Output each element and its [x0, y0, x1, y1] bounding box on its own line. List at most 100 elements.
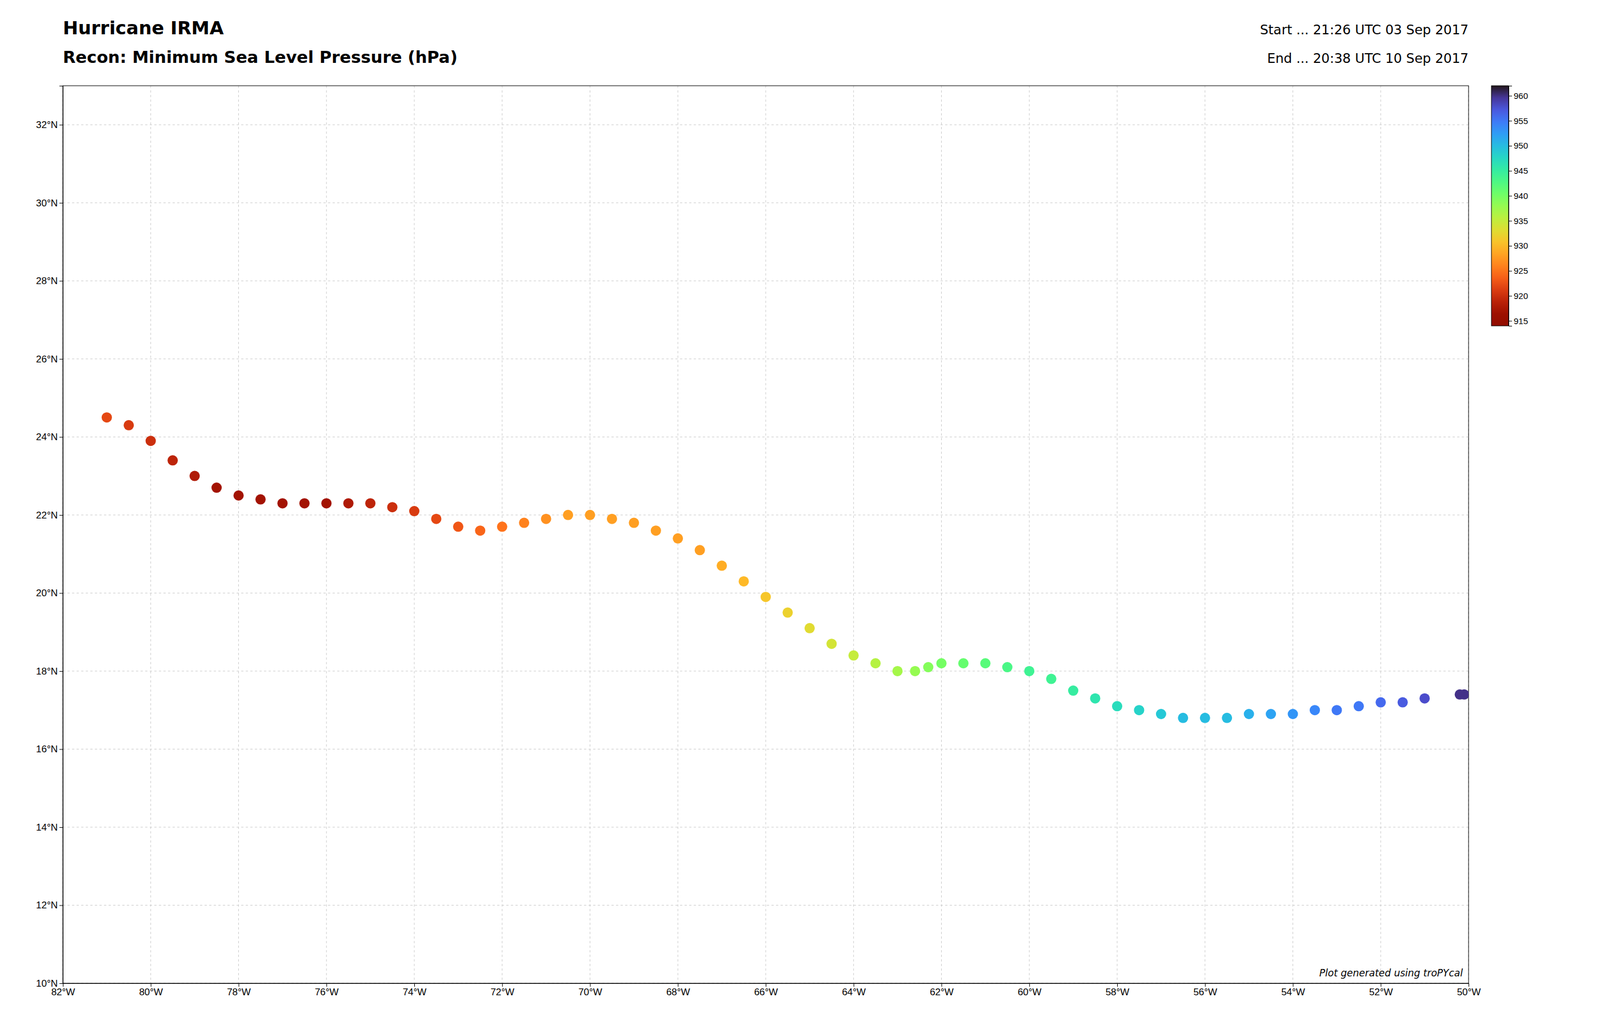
plot-area: 82°W80°W78°W76°W74°W72°W70°W68°W66°W64°W…: [36, 85, 1481, 998]
tick-mark: [1508, 96, 1512, 97]
tick: 945: [1508, 165, 1528, 176]
title: Hurricane IRMA: [62, 17, 224, 39]
track-point: [1046, 673, 1057, 684]
track-point: [562, 509, 574, 520]
tick: 32°N: [36, 119, 63, 131]
track-point: [365, 497, 376, 508]
track-point: [1454, 689, 1466, 700]
tick: 54°W: [1281, 982, 1306, 998]
chart: 82°W80°W78°W76°W74°W72°W70°W68°W66°W64°W…: [0, 0, 1600, 1029]
tick-label: 955: [1513, 116, 1528, 126]
tick-label: 32°N: [36, 119, 58, 131]
tick: 920: [1508, 290, 1528, 301]
grid: [62, 85, 1469, 983]
track-point: [892, 665, 903, 676]
tick-mark: [59, 124, 63, 126]
track-points: [101, 412, 1469, 723]
tick: 28°N: [36, 275, 63, 287]
tick-label: 60°W: [1017, 986, 1042, 998]
grid-line-x: [501, 85, 503, 983]
tick: 18°N: [36, 665, 63, 677]
tick-label: 945: [1513, 165, 1528, 176]
track-point: [1090, 693, 1101, 704]
track-point: [299, 497, 310, 508]
tick-mark: [59, 982, 63, 984]
track-point: [1177, 712, 1188, 723]
track-point: [848, 650, 859, 661]
tick: 16°N: [36, 743, 63, 755]
y-axis: 10°N12°N14°N16°N18°N20°N22°N24°N26°N28°N…: [36, 86, 63, 989]
tick: 30°N: [36, 197, 63, 209]
track-point: [936, 657, 947, 668]
track-point: [1353, 700, 1364, 711]
tick-mark: [59, 826, 63, 828]
track-point: [343, 497, 354, 508]
track-point: [1200, 712, 1211, 723]
track-point: [167, 454, 178, 466]
x-axis: 82°W80°W78°W76°W74°W72°W70°W68°W66°W64°W…: [51, 982, 1482, 998]
track-point: [980, 657, 991, 668]
tick-mark: [1508, 220, 1512, 222]
grid-line-x: [589, 85, 591, 983]
tick-label: 24°N: [36, 431, 58, 443]
grid-line-y: [62, 358, 1469, 359]
track-point: [585, 509, 596, 520]
track-point: [606, 513, 618, 524]
track-point: [1244, 708, 1255, 719]
track-point: [1068, 685, 1079, 696]
track-point: [804, 622, 815, 634]
tick-label: 58°W: [1105, 986, 1130, 998]
tick-label: 30°N: [36, 197, 58, 209]
colorbar-ramp: [1491, 85, 1509, 326]
tick: 68°W: [666, 982, 691, 998]
track-point: [101, 412, 112, 423]
grid-line-y: [62, 202, 1469, 203]
track-point: [1331, 704, 1342, 715]
tick-label: 28°N: [36, 275, 58, 287]
track-point: [909, 665, 920, 676]
track-point: [958, 657, 969, 668]
track-point: [474, 525, 486, 536]
tick: 70°W: [578, 982, 603, 998]
grid-line-x: [941, 85, 942, 983]
track-point: [409, 505, 420, 516]
grid-line-x: [1029, 85, 1030, 983]
tick: 960: [1508, 90, 1528, 101]
tick: 955: [1508, 116, 1528, 126]
tick: 52°W: [1369, 982, 1394, 998]
track-point: [1002, 661, 1013, 672]
tick-mark: [59, 670, 63, 672]
tick-label: 64°W: [841, 986, 866, 998]
grid-line-y: [62, 826, 1469, 827]
track-point: [922, 661, 934, 672]
grid-line-x: [1117, 85, 1118, 983]
grid-line-x: [1292, 85, 1294, 983]
tick: 64°W: [841, 982, 866, 998]
tick-mark: [59, 904, 63, 906]
tick-mark: [1508, 145, 1512, 147]
track-point: [1288, 708, 1299, 719]
tick-label: 70°W: [578, 986, 603, 998]
grid-line-x: [1380, 85, 1382, 983]
tick: 22°N: [36, 509, 63, 521]
grid-line-x: [765, 85, 767, 983]
tick-label: 920: [1513, 290, 1528, 301]
tick-label: 930: [1513, 240, 1528, 251]
tick: 14°N: [36, 821, 63, 833]
tick: 78°W: [226, 982, 251, 998]
tick-label: 78°W: [226, 986, 251, 998]
track-point: [1133, 704, 1144, 715]
track-point: [1112, 700, 1123, 711]
tick-label: 935: [1513, 216, 1528, 226]
track-point: [760, 591, 771, 602]
tick-mark: [1508, 296, 1512, 297]
tick-label: 950: [1513, 140, 1528, 151]
track-point: [233, 490, 244, 501]
track-point: [1024, 665, 1035, 676]
attribution: Plot generated using troPYcal: [1319, 966, 1463, 979]
tick: 12°N: [36, 899, 63, 911]
track-point: [1156, 708, 1167, 719]
grid-line-x: [1204, 85, 1206, 983]
tick-label: 925: [1513, 265, 1528, 276]
tick: 50°W: [1457, 982, 1482, 998]
